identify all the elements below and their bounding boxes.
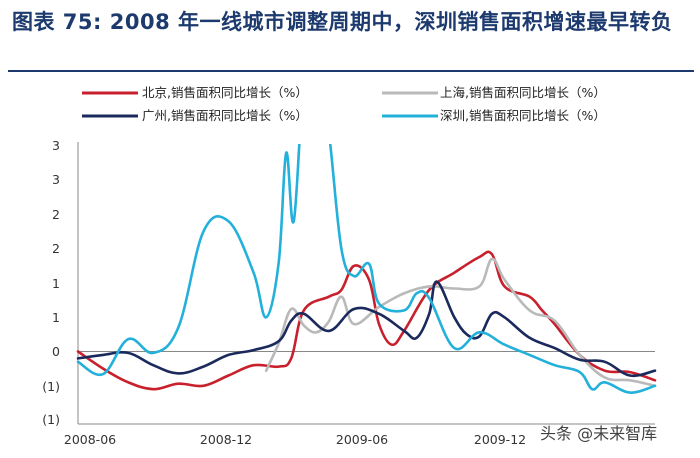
y-tick-label: (1) [42, 412, 60, 427]
chart-title: 图表 75: 2008 年一线城市调整周期中，深圳销售面积增速最早转负 [12, 10, 673, 34]
x-tick-label: 2009-06 [336, 432, 388, 447]
x-tick-label: 2008-06 [64, 432, 116, 447]
axes: 3 3 2 2 1 1 0 (1) (1) 2008-06 2008-12 2009-06 2009-1… [42, 138, 655, 447]
title-divider [8, 70, 694, 72]
y-tick-label: 1 [52, 276, 60, 291]
legend-label: 广州,销售面积同比增长（%） [142, 108, 308, 123]
legend: 北京,销售面积同比增长（%） 上海,销售面积同比增长（%） 广州,销售面积同比增长（… [82, 85, 606, 123]
series-line-guangzhou [76, 280, 657, 378]
y-tick-label: 3 [52, 138, 60, 153]
legend-label: 深圳,销售面积同比增长（%） [440, 108, 606, 123]
y-tick-label: 3 [52, 172, 60, 187]
series-line-shenzhen [76, 144, 657, 394]
legend-label: 北京,销售面积同比增长（%） [142, 85, 308, 100]
legend-label: 上海,销售面积同比增长（%） [440, 85, 606, 100]
y-tick-label: 1 [52, 310, 60, 325]
series-line-beijing [76, 250, 657, 391]
y-tick-label: (1) [42, 379, 60, 394]
watermark: 头条 @未来智库 [540, 424, 658, 443]
series-line-shanghai [264, 257, 657, 388]
y-tick-label: 2 [52, 207, 60, 222]
y-tick-label: 0 [52, 344, 60, 359]
series-lines [76, 144, 657, 394]
x-tick-label: 2009-12 [474, 432, 526, 447]
y-tick-label: 2 [52, 241, 60, 256]
x-tick-label: 2008-12 [200, 432, 252, 447]
